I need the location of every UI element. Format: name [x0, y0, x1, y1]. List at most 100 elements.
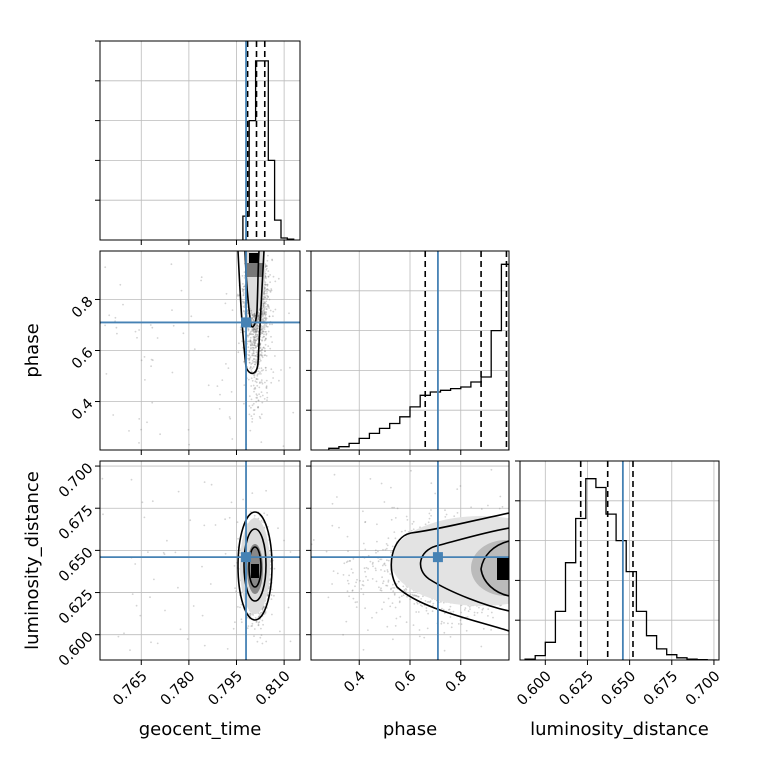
- sample-point: [394, 537, 397, 540]
- sample-point: [248, 359, 251, 361]
- sample-point: [383, 563, 385, 566]
- sample-point: [254, 328, 257, 331]
- sample-point: [255, 400, 258, 403]
- sample-point: [263, 290, 266, 293]
- sample-point: [255, 396, 258, 399]
- sample-point: [252, 336, 255, 338]
- sample-point: [260, 373, 262, 375]
- sample-point: [387, 597, 390, 600]
- sample-point: [424, 600, 427, 602]
- sample-point: [147, 551, 149, 553]
- panel-frame: [99, 460, 301, 661]
- sample-point: [263, 326, 266, 329]
- panel-scatter-geocent_time-luminosity_distance: 0.765 0.780 0.795 0.8100.6000.6250.6500.675…: [22, 460, 301, 740]
- sample-point: [257, 314, 260, 316]
- sample-point: [404, 529, 407, 532]
- x-tick-label: 0.810: [253, 668, 294, 709]
- sample-point: [247, 625, 250, 627]
- sample-point: [255, 331, 258, 334]
- sample-point: [251, 379, 254, 382]
- sample-point: [250, 347, 252, 350]
- sample-point: [258, 367, 260, 370]
- sample-point: [262, 318, 264, 321]
- sample-point: [263, 310, 265, 312]
- sample-point: [256, 327, 259, 329]
- sample-point: [262, 346, 265, 349]
- sample-point: [264, 289, 266, 291]
- sample-point: [241, 275, 244, 277]
- sample-point: [265, 265, 268, 268]
- sample-point: [138, 442, 140, 444]
- histogram-step: [328, 263, 509, 450]
- sample-point: [256, 325, 259, 328]
- sample-point: [243, 310, 246, 313]
- sample-point: [253, 312, 256, 315]
- sample-point: [266, 288, 269, 290]
- sample-point: [253, 330, 256, 333]
- sample-point: [268, 315, 271, 318]
- sample-point: [266, 399, 268, 402]
- sample-point: [426, 601, 429, 603]
- sample-point: [221, 379, 224, 381]
- sample-point: [179, 628, 182, 631]
- sample-point: [252, 349, 255, 352]
- sample-point: [263, 613, 266, 615]
- y-tick-label: 0.600: [56, 629, 97, 670]
- sample-point: [250, 341, 253, 344]
- sample-point: [342, 574, 345, 576]
- sample-point: [264, 287, 266, 290]
- sample-point: [270, 368, 273, 371]
- sample-point: [255, 335, 258, 338]
- sample-point: [271, 341, 273, 343]
- sample-point: [254, 386, 256, 389]
- sample-point: [269, 291, 272, 293]
- sample-point: [478, 606, 480, 609]
- sample-point: [499, 495, 502, 498]
- sample-point: [261, 355, 263, 357]
- sample-point: [254, 342, 256, 344]
- sample-point: [230, 391, 233, 393]
- sample-point: [266, 259, 269, 262]
- sample-point: [259, 354, 261, 357]
- sample-point: [265, 313, 267, 316]
- sample-point: [216, 385, 219, 387]
- sample-point: [264, 350, 266, 352]
- sample-point: [249, 366, 252, 369]
- sample-point: [409, 598, 412, 601]
- sample-point: [258, 386, 261, 389]
- sample-point: [214, 524, 217, 526]
- sample-point: [264, 313, 267, 316]
- sample-point: [252, 329, 255, 331]
- sample-point: [264, 301, 267, 304]
- sample-point: [256, 319, 259, 322]
- sample-point: [386, 569, 389, 571]
- sample-point: [251, 622, 254, 625]
- sample-point: [252, 352, 255, 354]
- y-tick-label: 0.700: [56, 460, 97, 501]
- sample-point: [249, 340, 252, 343]
- sample-point: [292, 411, 295, 414]
- sample-point: [332, 570, 335, 572]
- sample-point: [263, 328, 266, 330]
- sample-point: [258, 393, 260, 396]
- sample-point: [242, 292, 245, 295]
- sample-point: [263, 606, 266, 609]
- sample-point: [267, 305, 269, 308]
- sample-point: [265, 322, 268, 325]
- sample-point: [354, 585, 356, 588]
- sample-point: [237, 537, 240, 540]
- sample-point: [252, 373, 255, 376]
- sample-point: [156, 337, 159, 339]
- sample-point: [452, 610, 455, 613]
- sample-point: [499, 604, 501, 607]
- sample-point: [346, 535, 349, 538]
- sample-point: [251, 349, 254, 351]
- sample-point: [262, 315, 264, 318]
- sample-point: [347, 582, 350, 585]
- sample-point: [254, 339, 257, 342]
- sample-point: [468, 606, 471, 608]
- sample-point: [255, 330, 257, 333]
- sample-point: [375, 611, 378, 614]
- sample-point: [346, 590, 349, 593]
- sample-point: [268, 289, 271, 292]
